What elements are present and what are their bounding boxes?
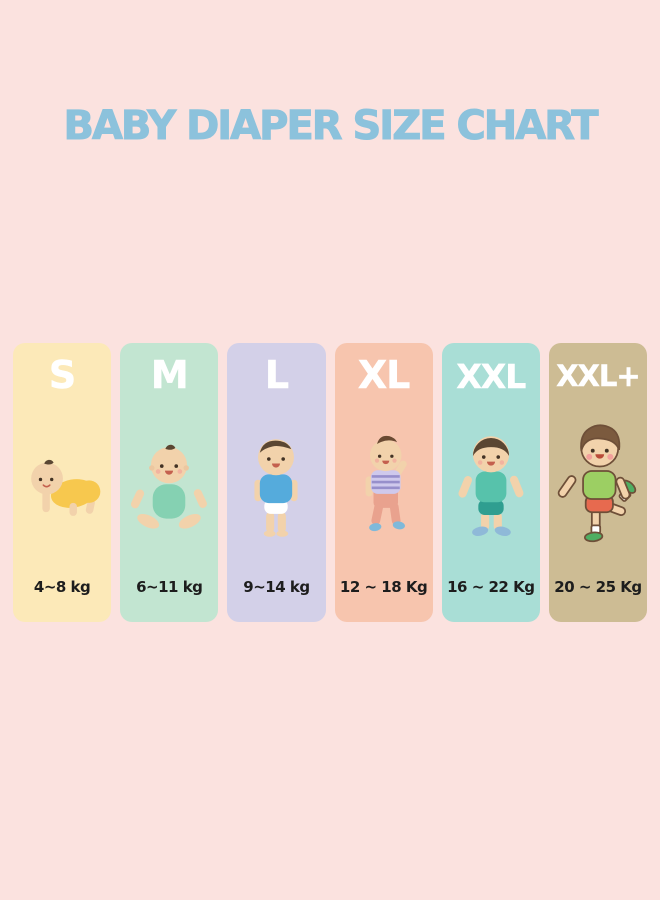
weight-range-s: 4~8 kg: [33, 578, 91, 596]
size-label-s: S: [48, 353, 77, 397]
size-label-xl: XL: [357, 353, 411, 397]
size-card-xl: XL: [334, 343, 433, 622]
size-card-xxl-plus: XXL+: [548, 343, 648, 622]
page-title: BABY DIAPER SIZE CHART: [63, 103, 599, 150]
running-boy-illustration: [554, 391, 642, 578]
size-cards-row: S 4~8 kg M: [13, 343, 648, 622]
standing-baby-in-diaper-illustration: [240, 394, 312, 578]
size-label-xxl: XXL: [456, 357, 526, 396]
size-label-m: M: [150, 353, 189, 397]
weight-range-xxl-plus: 20 ~ 25 Kg: [554, 578, 642, 596]
weight-range-m: 6~11 kg: [136, 578, 203, 596]
size-card-m: M 6~11 k: [120, 343, 219, 622]
size-card-s: S 4~8 kg: [13, 343, 112, 622]
weight-range-xxl: 16 ~ 22 Kg: [447, 578, 535, 596]
size-card-xxl: XXL: [441, 343, 540, 622]
standing-toddler-illustration: [452, 393, 530, 578]
weight-range-l: 9~14 kg: [243, 578, 310, 596]
walking-toddler-illustration: [349, 394, 419, 578]
weight-range-xl: 12 ~ 18 Kg: [339, 578, 428, 596]
crawling-baby-illustration: [19, 394, 105, 578]
size-label-l: L: [264, 353, 290, 397]
sitting-baby-illustration: [131, 394, 208, 578]
size-card-l: L 9~14 kg: [227, 343, 326, 622]
size-label-xxl-plus: XXL+: [556, 359, 641, 393]
